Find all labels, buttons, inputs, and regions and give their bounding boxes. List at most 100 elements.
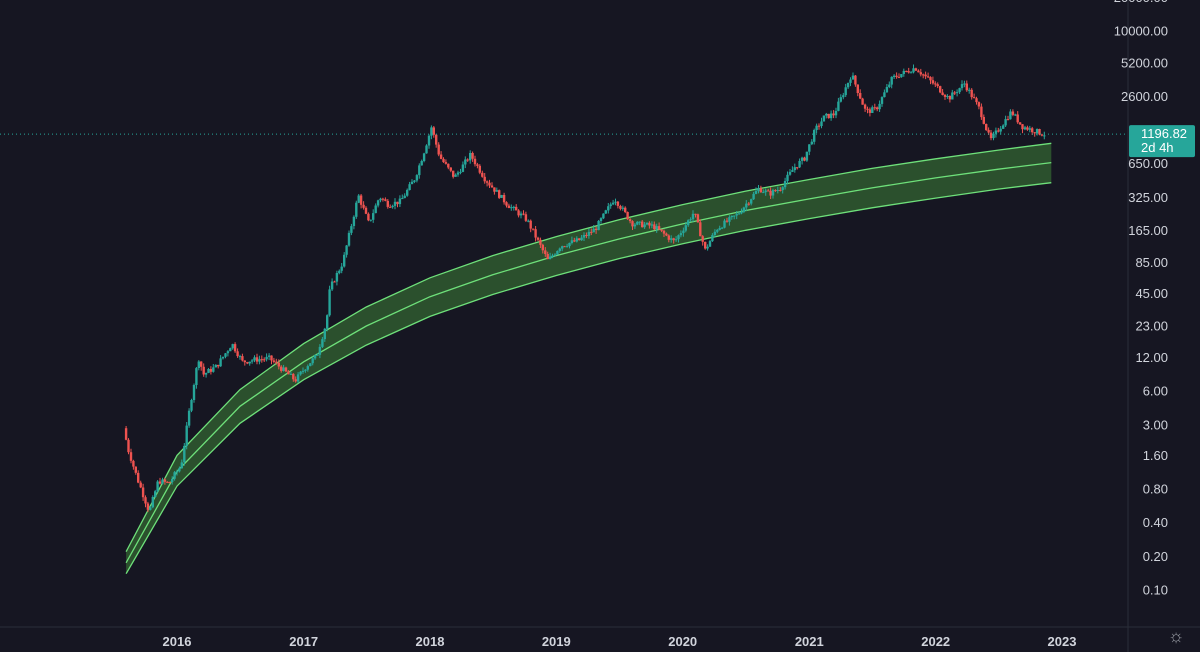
price-tick-label: 12.00	[1135, 350, 1168, 365]
candle-body	[810, 141, 813, 145]
candle-body	[493, 187, 496, 192]
candle-body	[258, 359, 261, 362]
candle-body	[124, 428, 128, 440]
candle-body	[141, 487, 145, 498]
candle-body	[420, 161, 423, 166]
candle-body	[708, 241, 712, 247]
candle-body	[994, 130, 998, 134]
candle-body	[687, 220, 690, 226]
candle-body	[897, 76, 901, 78]
candle-body	[316, 354, 319, 356]
candle-body	[495, 190, 498, 192]
candle-body	[384, 199, 387, 201]
band-upper-line	[125, 142, 1052, 553]
candle-body	[641, 221, 644, 228]
candle-body	[762, 192, 765, 194]
time-tick-label: 2022	[921, 634, 950, 649]
candle-body	[536, 237, 540, 240]
candle-body	[166, 481, 169, 483]
candle-body	[786, 174, 789, 181]
time-tick-label: 2021	[795, 634, 824, 649]
candle-body	[515, 206, 518, 211]
candle-body	[408, 184, 411, 190]
candle-body	[178, 468, 181, 472]
candle-body	[861, 98, 864, 105]
candle-body	[834, 111, 838, 116]
candle-body	[519, 213, 523, 216]
candle-body	[1026, 127, 1029, 130]
candle-body	[359, 195, 363, 205]
time-axis[interactable]: 2016 2017 2018 2019 2020 2021 2022 2023	[163, 634, 1077, 649]
candle-body	[817, 125, 821, 127]
candle-body	[774, 190, 777, 192]
candle-body	[742, 207, 746, 212]
candle-body	[970, 89, 973, 98]
candle-body	[154, 491, 157, 497]
candle-body	[856, 84, 859, 93]
candle-body	[808, 144, 811, 152]
candle-body	[444, 162, 448, 164]
candle-body	[192, 385, 196, 400]
candle-body	[776, 190, 779, 191]
time-tick-label: 2016	[163, 634, 192, 649]
candle-body	[343, 254, 346, 267]
candle-body	[464, 159, 467, 165]
candle-body	[313, 355, 317, 359]
candle-body	[943, 94, 947, 97]
price-tick-label: 650.00	[1128, 156, 1168, 171]
candle-body	[997, 130, 1000, 132]
candle-body	[975, 98, 978, 103]
candle-body	[582, 235, 586, 238]
candle-body	[1031, 128, 1034, 133]
gear-icon[interactable]: ☼	[1167, 626, 1185, 646]
candle-body	[396, 201, 399, 205]
candle-body	[752, 193, 755, 200]
candle-body	[968, 89, 971, 91]
candle-body	[214, 364, 217, 368]
candle-body	[1033, 132, 1036, 134]
price-tick-label: 2600.00	[1121, 89, 1168, 104]
candle-body	[783, 181, 787, 188]
price-axis[interactable]: 20000.00 10000.00 5200.00 2600.00 650.00 325.…	[1114, 0, 1168, 598]
candle-layer	[124, 64, 1046, 512]
candle-body	[987, 129, 990, 133]
candle-body	[694, 213, 697, 215]
candle-body	[163, 479, 167, 482]
candle-body	[924, 74, 927, 77]
candle-body	[677, 235, 680, 240]
candle-body	[616, 201, 620, 206]
candle-body	[645, 222, 649, 225]
candle-body	[679, 233, 683, 236]
candle-body	[200, 361, 203, 367]
price-tick-label: 23.00	[1135, 319, 1168, 334]
candle-body	[422, 153, 426, 161]
candle-body	[180, 462, 183, 469]
candle-body	[674, 239, 678, 241]
candle-body	[415, 175, 419, 181]
candle-body	[275, 361, 278, 363]
candle-body	[720, 227, 724, 229]
candle-body	[747, 203, 750, 205]
candle-body	[389, 206, 392, 208]
candle-body	[718, 228, 721, 230]
candle-body	[989, 132, 993, 139]
time-tick-label: 2017	[289, 634, 318, 649]
candle-body	[851, 75, 855, 80]
price-tick-label: 20000.00	[1114, 0, 1168, 5]
candle-body	[880, 97, 884, 104]
candle-body	[958, 88, 961, 93]
candle-body	[483, 176, 486, 182]
candle-body	[558, 248, 561, 251]
candle-body	[398, 198, 402, 205]
candle-body	[510, 207, 513, 209]
candle-body	[883, 92, 886, 98]
candle-body	[410, 181, 414, 185]
candle-body	[1021, 124, 1024, 130]
candle-body	[553, 254, 557, 256]
candle-body	[905, 70, 908, 72]
candle-body	[767, 190, 770, 192]
candle-body	[878, 103, 881, 110]
price-tick-label: 5200.00	[1121, 55, 1168, 70]
candle-body	[626, 212, 629, 220]
